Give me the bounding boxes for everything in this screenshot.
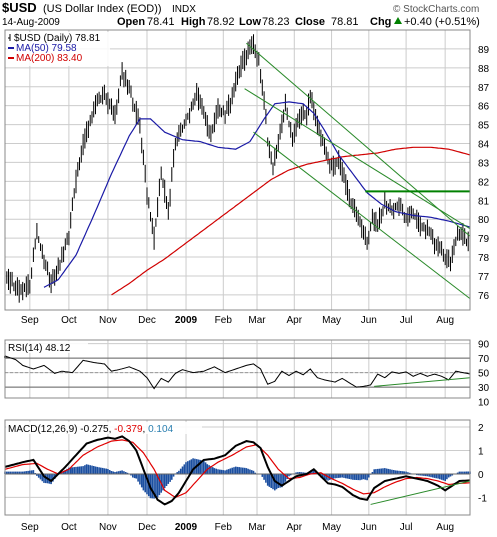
- y-tick-label: 50: [478, 369, 490, 380]
- high-value: 78.92: [207, 16, 235, 28]
- x-tick-label: Mar: [248, 522, 266, 533]
- x-tick-label: Feb: [215, 315, 233, 326]
- legend-macd: MACD(12,26,9) -0.275, -0.379, 0.104: [8, 424, 174, 435]
- x-tick-label: Nov: [99, 522, 117, 533]
- y-tick-label: 90: [478, 340, 490, 351]
- y-tick-label: 30: [478, 383, 490, 394]
- rsi-frame: [4, 339, 471, 399]
- legend-ma200: MA(200) 83.40: [16, 53, 83, 64]
- y-tick-label: 78: [478, 253, 490, 264]
- low-label: Low: [239, 16, 261, 28]
- bar-legend-icon: [8, 34, 11, 41]
- rsi-panel: 10 30 50 70 90 RSI(14) 48.12: [4, 339, 490, 409]
- chg-label: Chg: [370, 16, 391, 28]
- y-tick-label: 80: [478, 215, 490, 226]
- legend-price: $USD (Daily) 78.81: [14, 33, 101, 44]
- y-tick-label: 81: [478, 196, 490, 207]
- ma200-line: [111, 146, 471, 296]
- open-value: 78.41: [147, 16, 175, 28]
- symbol-title: $USD: [2, 0, 37, 15]
- y-tick-label: 83: [478, 158, 490, 169]
- rsi-legend-bg: [6, 341, 88, 353]
- x-tick-label: Jun: [361, 522, 377, 533]
- y-tick-label: 1: [478, 446, 484, 457]
- macd-panel: 2 1 0 -1 MACD(12,26,9) -0.275, -0.379, 0.104: [4, 419, 487, 516]
- trend-line: [244, 88, 471, 230]
- macd-trend-line: [370, 480, 471, 505]
- macd-legend-bg: [6, 422, 202, 434]
- symbol-description: (US Dollar Index (EOD)): [43, 3, 162, 15]
- x-tick-label: Sep: [21, 522, 39, 533]
- y-tick-label: 2: [478, 423, 484, 434]
- price-frame: [4, 29, 471, 311]
- price-panel: 76 77 78 79 80 81 82 83 84 85 86 87 88 89 $USD (Daily)…: [4, 29, 490, 311]
- y-tick-label: -1: [478, 493, 487, 504]
- x-tick-label: Jul: [400, 522, 413, 533]
- y-tick-label: 77: [478, 272, 490, 283]
- y-tick-label: 70: [478, 354, 490, 365]
- x-tick-label: Apr: [287, 315, 303, 326]
- y-tick-label: 85: [478, 121, 490, 132]
- trend-line: [246, 42, 471, 237]
- x-axis: Sep Sep Oct Oct Nov Nov Dec Dec 2009 2009 Feb Feb Ma…: [21, 315, 454, 533]
- y-tick-label: 88: [478, 64, 490, 75]
- x-tick-label: Oct: [61, 315, 77, 326]
- macd-line: [4, 435, 471, 506]
- macd-frame: [4, 419, 471, 516]
- x-tick-label: Aug: [436, 522, 454, 533]
- close-label: Close: [295, 16, 325, 28]
- exchange-label: INDX: [172, 4, 196, 15]
- quote-date: 14-Aug-2009: [2, 17, 60, 28]
- legend-ma50: MA(50) 79.58: [16, 43, 77, 54]
- x-tick-label: Aug: [436, 315, 454, 326]
- legend-rsi: RSI(14) 48.12: [8, 343, 71, 354]
- x-tick-label: Feb: [215, 522, 233, 533]
- x-tick-label: Oct: [61, 522, 77, 533]
- watermark: © StockCharts.com: [393, 4, 479, 15]
- x-tick-label: Jun: [361, 315, 377, 326]
- y-tick-label: 0: [478, 470, 484, 481]
- ma50-line: [43, 101, 471, 288]
- macd-histogram: [4, 458, 471, 499]
- legend-macd-value: MACD(12,26,9) -0.275,: [8, 424, 114, 435]
- signal-line: [4, 439, 471, 499]
- triangle-up-icon: [394, 17, 402, 24]
- x-tick-label: Mar: [248, 315, 266, 326]
- x-tick-label: 2009: [175, 522, 198, 533]
- x-tick-label: Dec: [138, 522, 156, 533]
- price-bars: [4, 34, 471, 303]
- legend-signal-value: -0.379: [114, 424, 143, 435]
- x-tick-label: Apr: [287, 522, 303, 533]
- x-tick-label: Sep: [21, 315, 39, 326]
- y-tick-label: 84: [478, 140, 490, 151]
- rsi-trend-line: [374, 377, 471, 387]
- x-tick-label: May: [322, 315, 341, 326]
- x-tick-label: Dec: [138, 315, 156, 326]
- x-tick-label: May: [322, 522, 341, 533]
- rsi-line: [4, 355, 471, 390]
- legend-histogram-value: 0.104: [148, 424, 173, 435]
- price-legend-bg: [6, 32, 110, 66]
- y-tick-label: 10: [478, 398, 490, 409]
- y-tick-label: 76: [478, 291, 490, 302]
- y-tick-label: 79: [478, 234, 490, 245]
- y-tick-label: 89: [478, 45, 490, 56]
- y-tick-label: 82: [478, 177, 490, 188]
- y-tick-label: 86: [478, 102, 490, 113]
- legend-sep: ,: [143, 424, 149, 435]
- close-value: 78.81: [331, 16, 359, 28]
- trend-line: [253, 131, 471, 300]
- chg-value: +0.40 (+0.51%): [404, 16, 480, 28]
- open-label: Open: [117, 16, 145, 28]
- low-value: 78.23: [262, 16, 290, 28]
- x-tick-label: 2009: [175, 315, 198, 326]
- x-tick-label: Nov: [99, 315, 117, 326]
- high-label: High: [181, 16, 206, 28]
- x-tick-label: Jul: [400, 315, 413, 326]
- y-tick-label: 87: [478, 83, 490, 94]
